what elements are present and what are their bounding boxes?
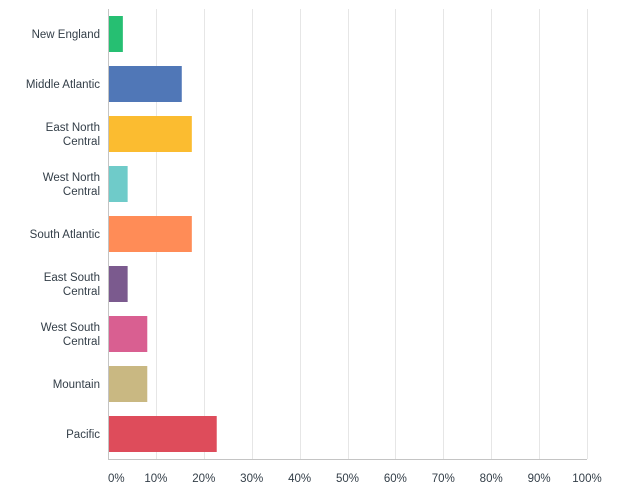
tick-label-0: 0% — [108, 473, 125, 485]
bar-west-north-central[interactable] — [109, 166, 128, 202]
tick-label-100: 100% — [572, 473, 601, 485]
category-label-south-atlantic: South Atlantic — [30, 229, 101, 241]
category-label-middle-atlantic: Middle Atlantic — [26, 79, 100, 91]
bar-east-north-central[interactable] — [109, 116, 192, 152]
bar-west-south-central[interactable] — [109, 316, 148, 352]
bar-pacific[interactable] — [109, 416, 217, 452]
tick-label-90: 90% — [528, 473, 551, 485]
tick-label-40: 40% — [288, 473, 311, 485]
category-label-east-south-central: East South Central — [44, 272, 100, 298]
tick-label-20: 20% — [192, 473, 215, 485]
category-label-east-north-central: East North Central — [46, 122, 100, 148]
tick-label-10: 10% — [144, 473, 167, 485]
category-label-west-north-central: West North Central — [43, 172, 100, 198]
bar-mountain[interactable] — [109, 366, 148, 402]
bar-new-england[interactable] — [109, 16, 123, 52]
axes — [108, 9, 587, 460]
bar-middle-atlantic[interactable] — [109, 66, 182, 102]
category-label-mountain: Mountain — [53, 379, 100, 391]
tick-label-30: 30% — [240, 473, 263, 485]
tick-label-80: 80% — [480, 473, 503, 485]
category-label-west-south-central: West South Central — [41, 322, 100, 348]
category-label-pacific: Pacific — [66, 429, 100, 441]
tick-labels: 0% 10% 20% 30% 40% 50% 60% 70% 80% 90% 100% — [108, 473, 602, 485]
tick-label-60: 60% — [384, 473, 407, 485]
bars — [109, 16, 217, 452]
gridlines — [156, 9, 588, 459]
tick-label-50: 50% — [336, 473, 359, 485]
category-labels: New England Middle Atlantic East North Cent… — [26, 29, 100, 441]
tick-label-70: 70% — [432, 473, 455, 485]
bar-south-atlantic[interactable] — [109, 216, 192, 252]
bar-east-south-central[interactable] — [109, 266, 128, 302]
category-label-new-england: New England — [32, 29, 100, 41]
